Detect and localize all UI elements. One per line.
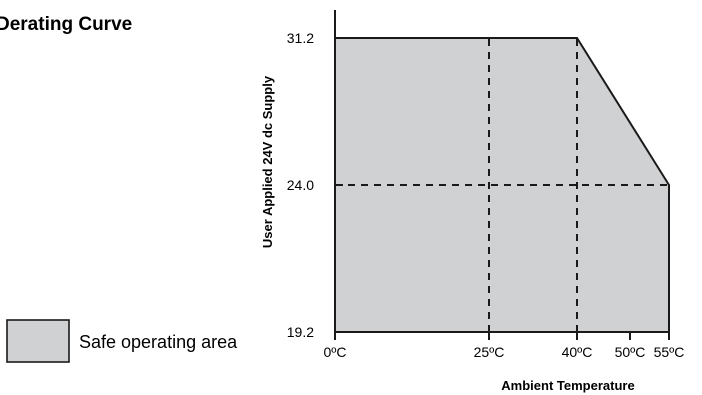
x-tick-label: 55ºC — [654, 344, 685, 360]
x-axis-label: Ambient Temperature — [501, 378, 634, 393]
y-tick-label: 19.2 — [287, 324, 314, 340]
safe-area-layer — [335, 37, 670, 332]
axes — [334, 10, 670, 340]
tick-labels: 0ºC 25ºC 40ºC 50ºC 55ºC 19.2 24.0 31.2 — [287, 30, 685, 360]
x-tick-label: 50ºC — [615, 344, 646, 360]
derating-curve-line — [335, 37, 670, 332]
chart-title: Derating Curve — [0, 14, 132, 35]
legend-swatch — [6, 319, 70, 363]
y-tick-label: 24.0 — [287, 177, 314, 193]
y-axis-label: User Applied 24V dc Supply — [260, 75, 275, 248]
legend-label: Safe operating area — [79, 332, 238, 352]
legend: Safe operating area — [6, 319, 238, 363]
x-tick-label: 0ºC — [323, 344, 346, 360]
reference-lines — [335, 38, 669, 332]
safe-operating-area — [335, 38, 669, 332]
x-tick-label: 40ºC — [562, 344, 593, 360]
x-tick-label: 25ºC — [474, 344, 505, 360]
y-tick-label: 31.2 — [287, 30, 314, 46]
